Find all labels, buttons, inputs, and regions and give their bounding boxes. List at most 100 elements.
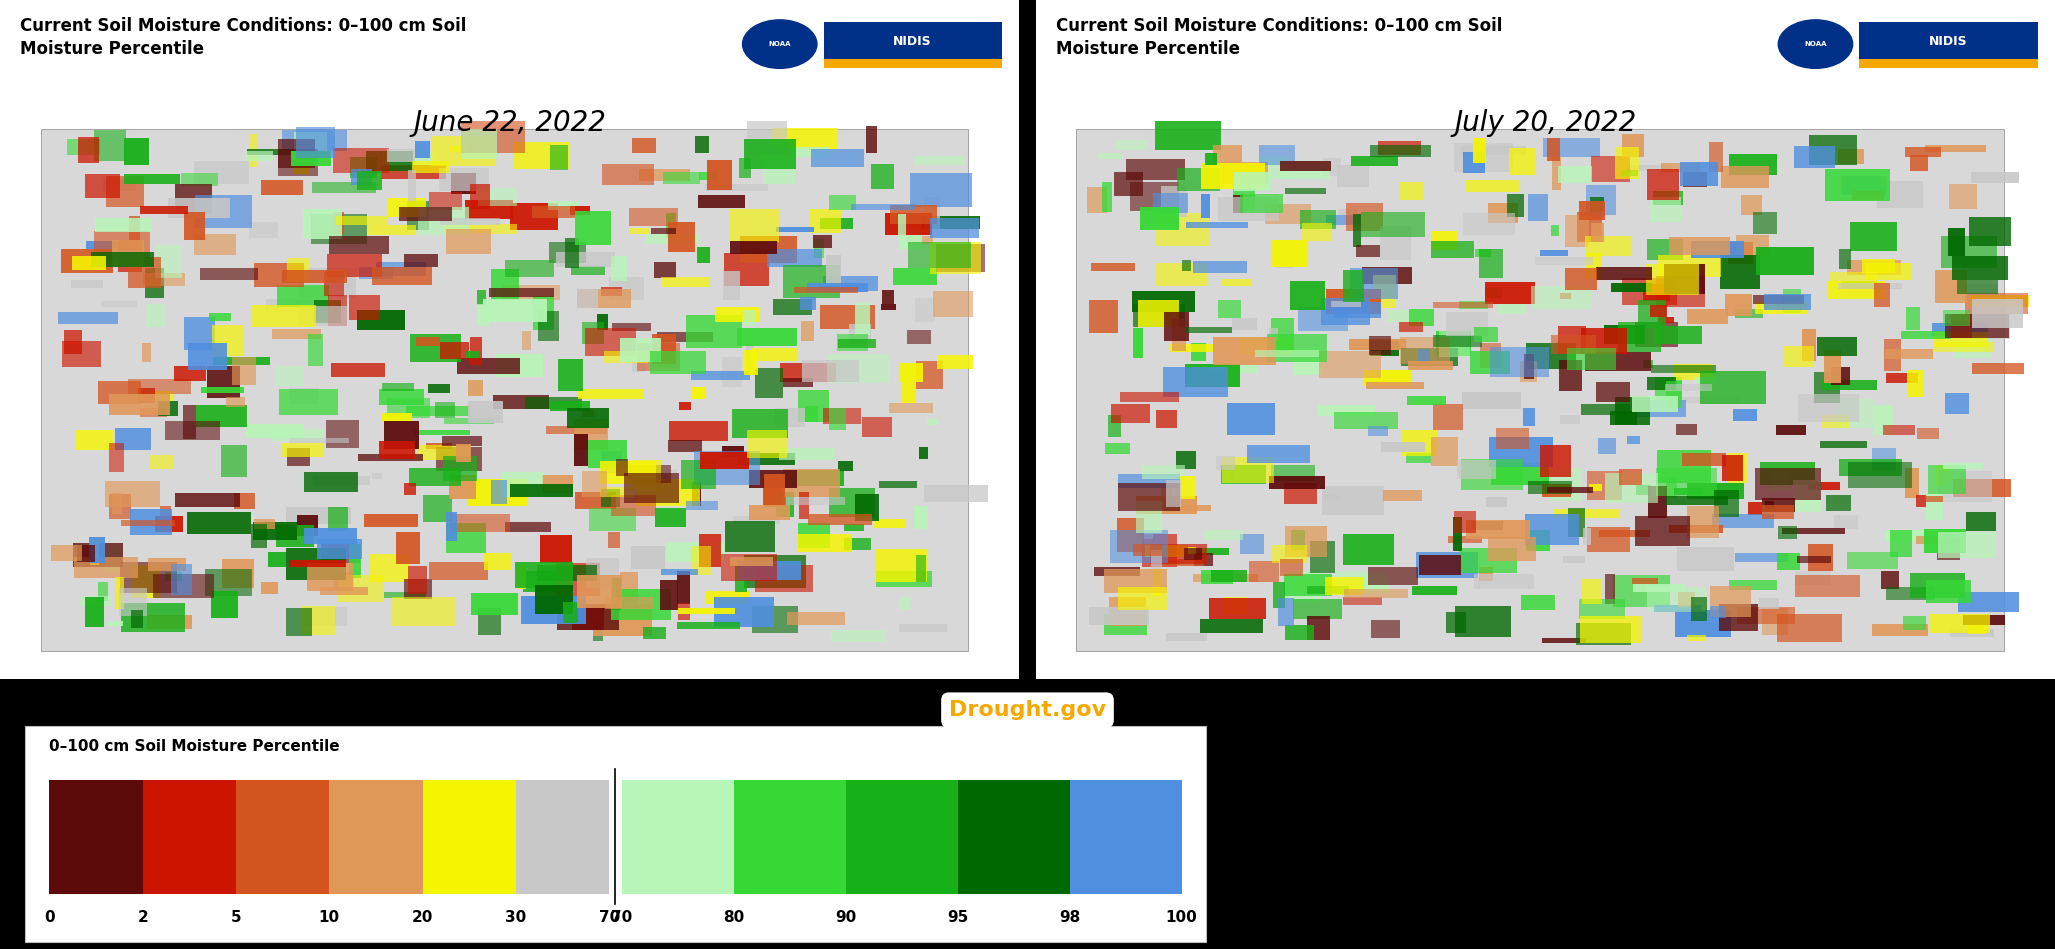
Bar (1272, 583, 1284, 607)
Bar (1369, 426, 1387, 436)
Bar (1418, 555, 1461, 575)
Bar (1728, 154, 1778, 176)
Bar (1223, 468, 1233, 479)
Bar (183, 405, 195, 439)
Bar (364, 514, 417, 528)
Bar (1778, 527, 1796, 539)
Bar (1432, 404, 1463, 430)
Bar (1802, 328, 1817, 362)
Bar (1905, 147, 1940, 158)
Bar (1654, 377, 1683, 400)
Bar (236, 780, 329, 894)
Bar (838, 339, 875, 348)
Bar (312, 475, 370, 485)
Bar (1584, 236, 1632, 255)
Bar (699, 534, 721, 568)
Bar (489, 224, 518, 234)
Bar (820, 305, 875, 329)
Bar (160, 507, 171, 530)
Bar (1825, 169, 1891, 201)
Bar (1634, 585, 1685, 592)
Bar (105, 176, 144, 207)
Bar (715, 307, 758, 322)
Bar (466, 351, 479, 358)
Bar (415, 141, 429, 158)
Bar (1646, 264, 1699, 295)
Bar (764, 474, 785, 507)
Bar (705, 184, 769, 192)
Bar (1480, 249, 1502, 278)
Bar (629, 465, 672, 483)
Bar (594, 621, 602, 642)
Bar (557, 563, 600, 597)
Bar (1691, 597, 1706, 621)
Bar (1831, 367, 1850, 384)
Bar (1430, 241, 1473, 258)
Bar (678, 570, 690, 605)
Bar (148, 558, 187, 570)
Bar (1399, 337, 1449, 364)
Bar (1280, 161, 1332, 171)
Bar (388, 198, 425, 217)
Bar (764, 478, 783, 505)
Bar (1101, 181, 1112, 212)
Bar (1069, 780, 1182, 894)
Bar (1798, 394, 1860, 422)
Bar (1157, 213, 1208, 247)
Bar (1726, 293, 1753, 316)
Bar (1459, 548, 1517, 572)
Bar (1358, 574, 1389, 594)
Bar (446, 230, 491, 254)
Bar (621, 572, 637, 603)
Bar (746, 343, 754, 370)
Bar (99, 582, 109, 601)
Bar (1151, 550, 1163, 568)
Bar (699, 195, 746, 208)
Bar (1221, 162, 1268, 184)
Bar (1852, 191, 1884, 199)
Bar (639, 469, 676, 491)
Bar (304, 472, 358, 493)
Bar (1381, 441, 1424, 453)
Bar (1691, 241, 1745, 258)
Bar (1432, 302, 1492, 308)
Bar (245, 423, 304, 438)
Bar (1634, 400, 1685, 417)
Bar (111, 493, 123, 514)
Bar (210, 313, 232, 322)
Bar (680, 460, 717, 489)
Bar (602, 163, 653, 185)
Bar (220, 445, 247, 477)
Bar (382, 151, 434, 174)
Bar (1926, 580, 1971, 603)
Bar (748, 471, 797, 489)
Bar (164, 421, 220, 440)
Bar (333, 212, 345, 234)
Bar (226, 397, 245, 407)
Bar (1940, 235, 1997, 268)
Bar (450, 174, 477, 194)
Bar (867, 125, 877, 153)
Bar (1847, 552, 1899, 569)
Bar (516, 562, 573, 587)
Bar (1667, 381, 1683, 408)
Bar (138, 388, 154, 402)
Bar (1369, 145, 1430, 158)
Bar (1619, 469, 1642, 485)
Bar (372, 473, 382, 479)
Bar (95, 231, 150, 257)
Bar (1367, 382, 1424, 388)
Bar (1278, 598, 1295, 626)
Bar (1118, 483, 1180, 512)
Bar (1784, 289, 1802, 313)
Bar (1371, 620, 1399, 638)
Bar (1118, 587, 1167, 610)
Bar (1667, 496, 1728, 505)
Bar (1097, 153, 1120, 158)
Text: Current Soil Moisture Conditions: 0–100 cm Soil
Moisture Percentile: Current Soil Moisture Conditions: 0–100 … (1056, 17, 1502, 58)
Bar (1839, 249, 1852, 269)
Bar (366, 152, 413, 171)
Bar (1950, 319, 2010, 339)
Bar (522, 596, 586, 623)
Bar (925, 197, 939, 229)
